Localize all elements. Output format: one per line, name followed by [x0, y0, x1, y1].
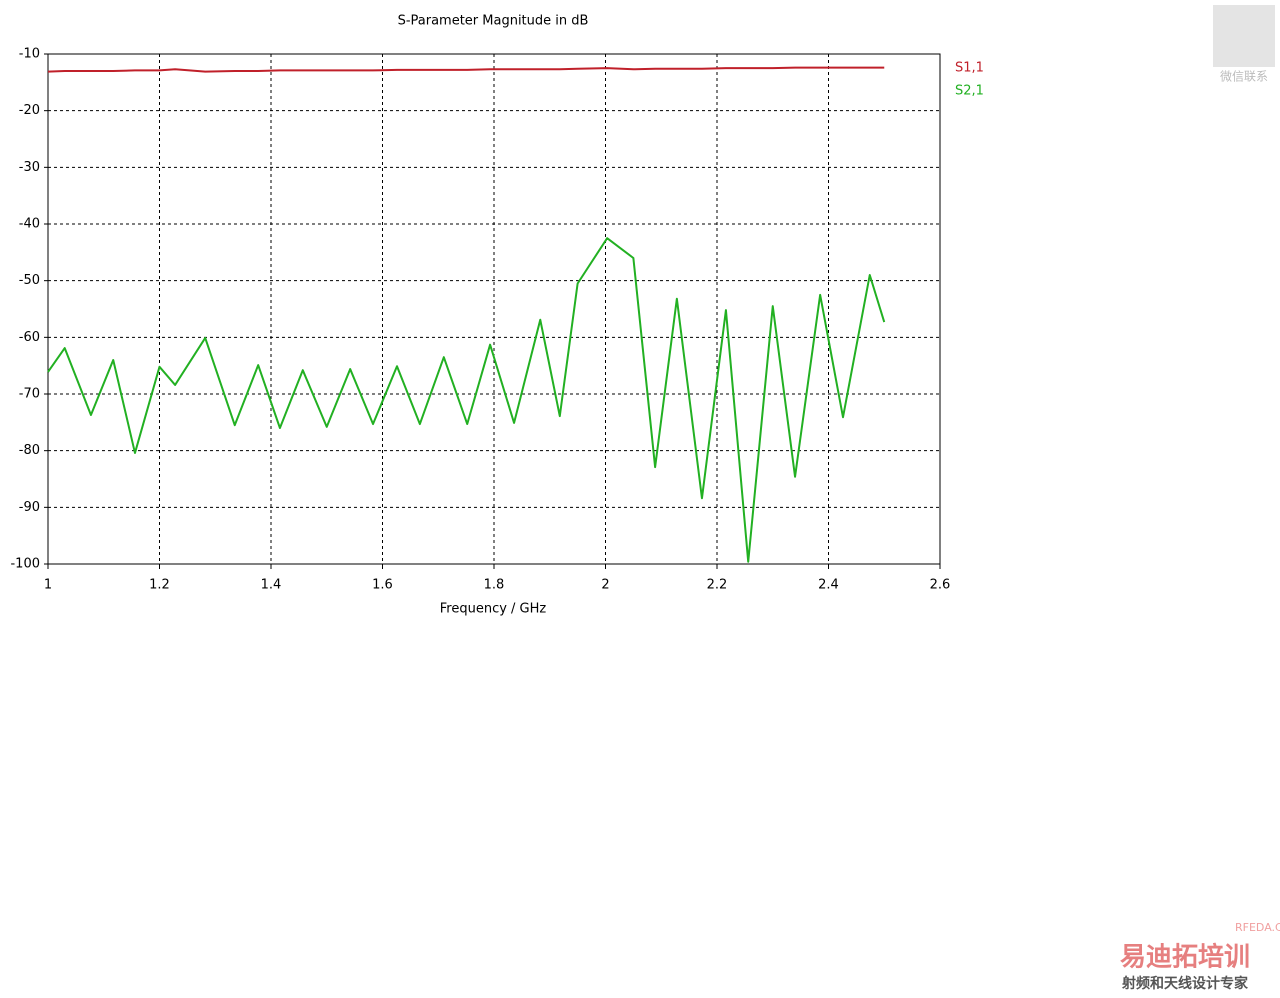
watermark-text: RFEDA.CN: [1235, 921, 1280, 934]
y-tick-label: -70: [19, 387, 40, 402]
x-tick-label: 1.4: [261, 578, 282, 593]
y-tick-label: -100: [10, 557, 40, 572]
x-tick-label: 2.4: [818, 578, 839, 593]
y-tick-label: -10: [19, 47, 40, 62]
y-tick-label: -90: [19, 500, 40, 515]
legend-label: S1,1: [955, 61, 984, 76]
x-tick-label: 1.6: [372, 578, 393, 593]
x-tick-label: 2: [601, 578, 609, 593]
series-line: [47, 237, 886, 563]
x-tick-label: 1.2: [149, 578, 170, 593]
x-tick-label: 2.6: [930, 578, 951, 593]
x-tick-label: 1.8: [484, 578, 505, 593]
legend-label: S2,1: [955, 84, 984, 99]
x-tick-label: 1: [44, 578, 52, 593]
y-tick-label: -80: [19, 443, 40, 458]
y-tick-label: -40: [19, 217, 40, 232]
watermark-text: 射频和天线设计专家: [1121, 975, 1249, 992]
watermark-text: 微信联系: [1220, 70, 1268, 84]
y-tick-label: -60: [19, 330, 40, 345]
x-tick-label: 2.2: [707, 578, 728, 593]
qr-code: [1213, 5, 1275, 67]
chart-title: S-Parameter Magnitude in dB: [398, 14, 589, 29]
y-tick-label: -20: [19, 103, 40, 118]
y-tick-label: -30: [19, 160, 40, 175]
y-tick-label: -50: [19, 273, 40, 288]
watermark-text: 易迪拓培训: [1120, 943, 1250, 973]
x-axis-label: Frequency / GHz: [440, 602, 547, 617]
series-line: [47, 66, 885, 73]
